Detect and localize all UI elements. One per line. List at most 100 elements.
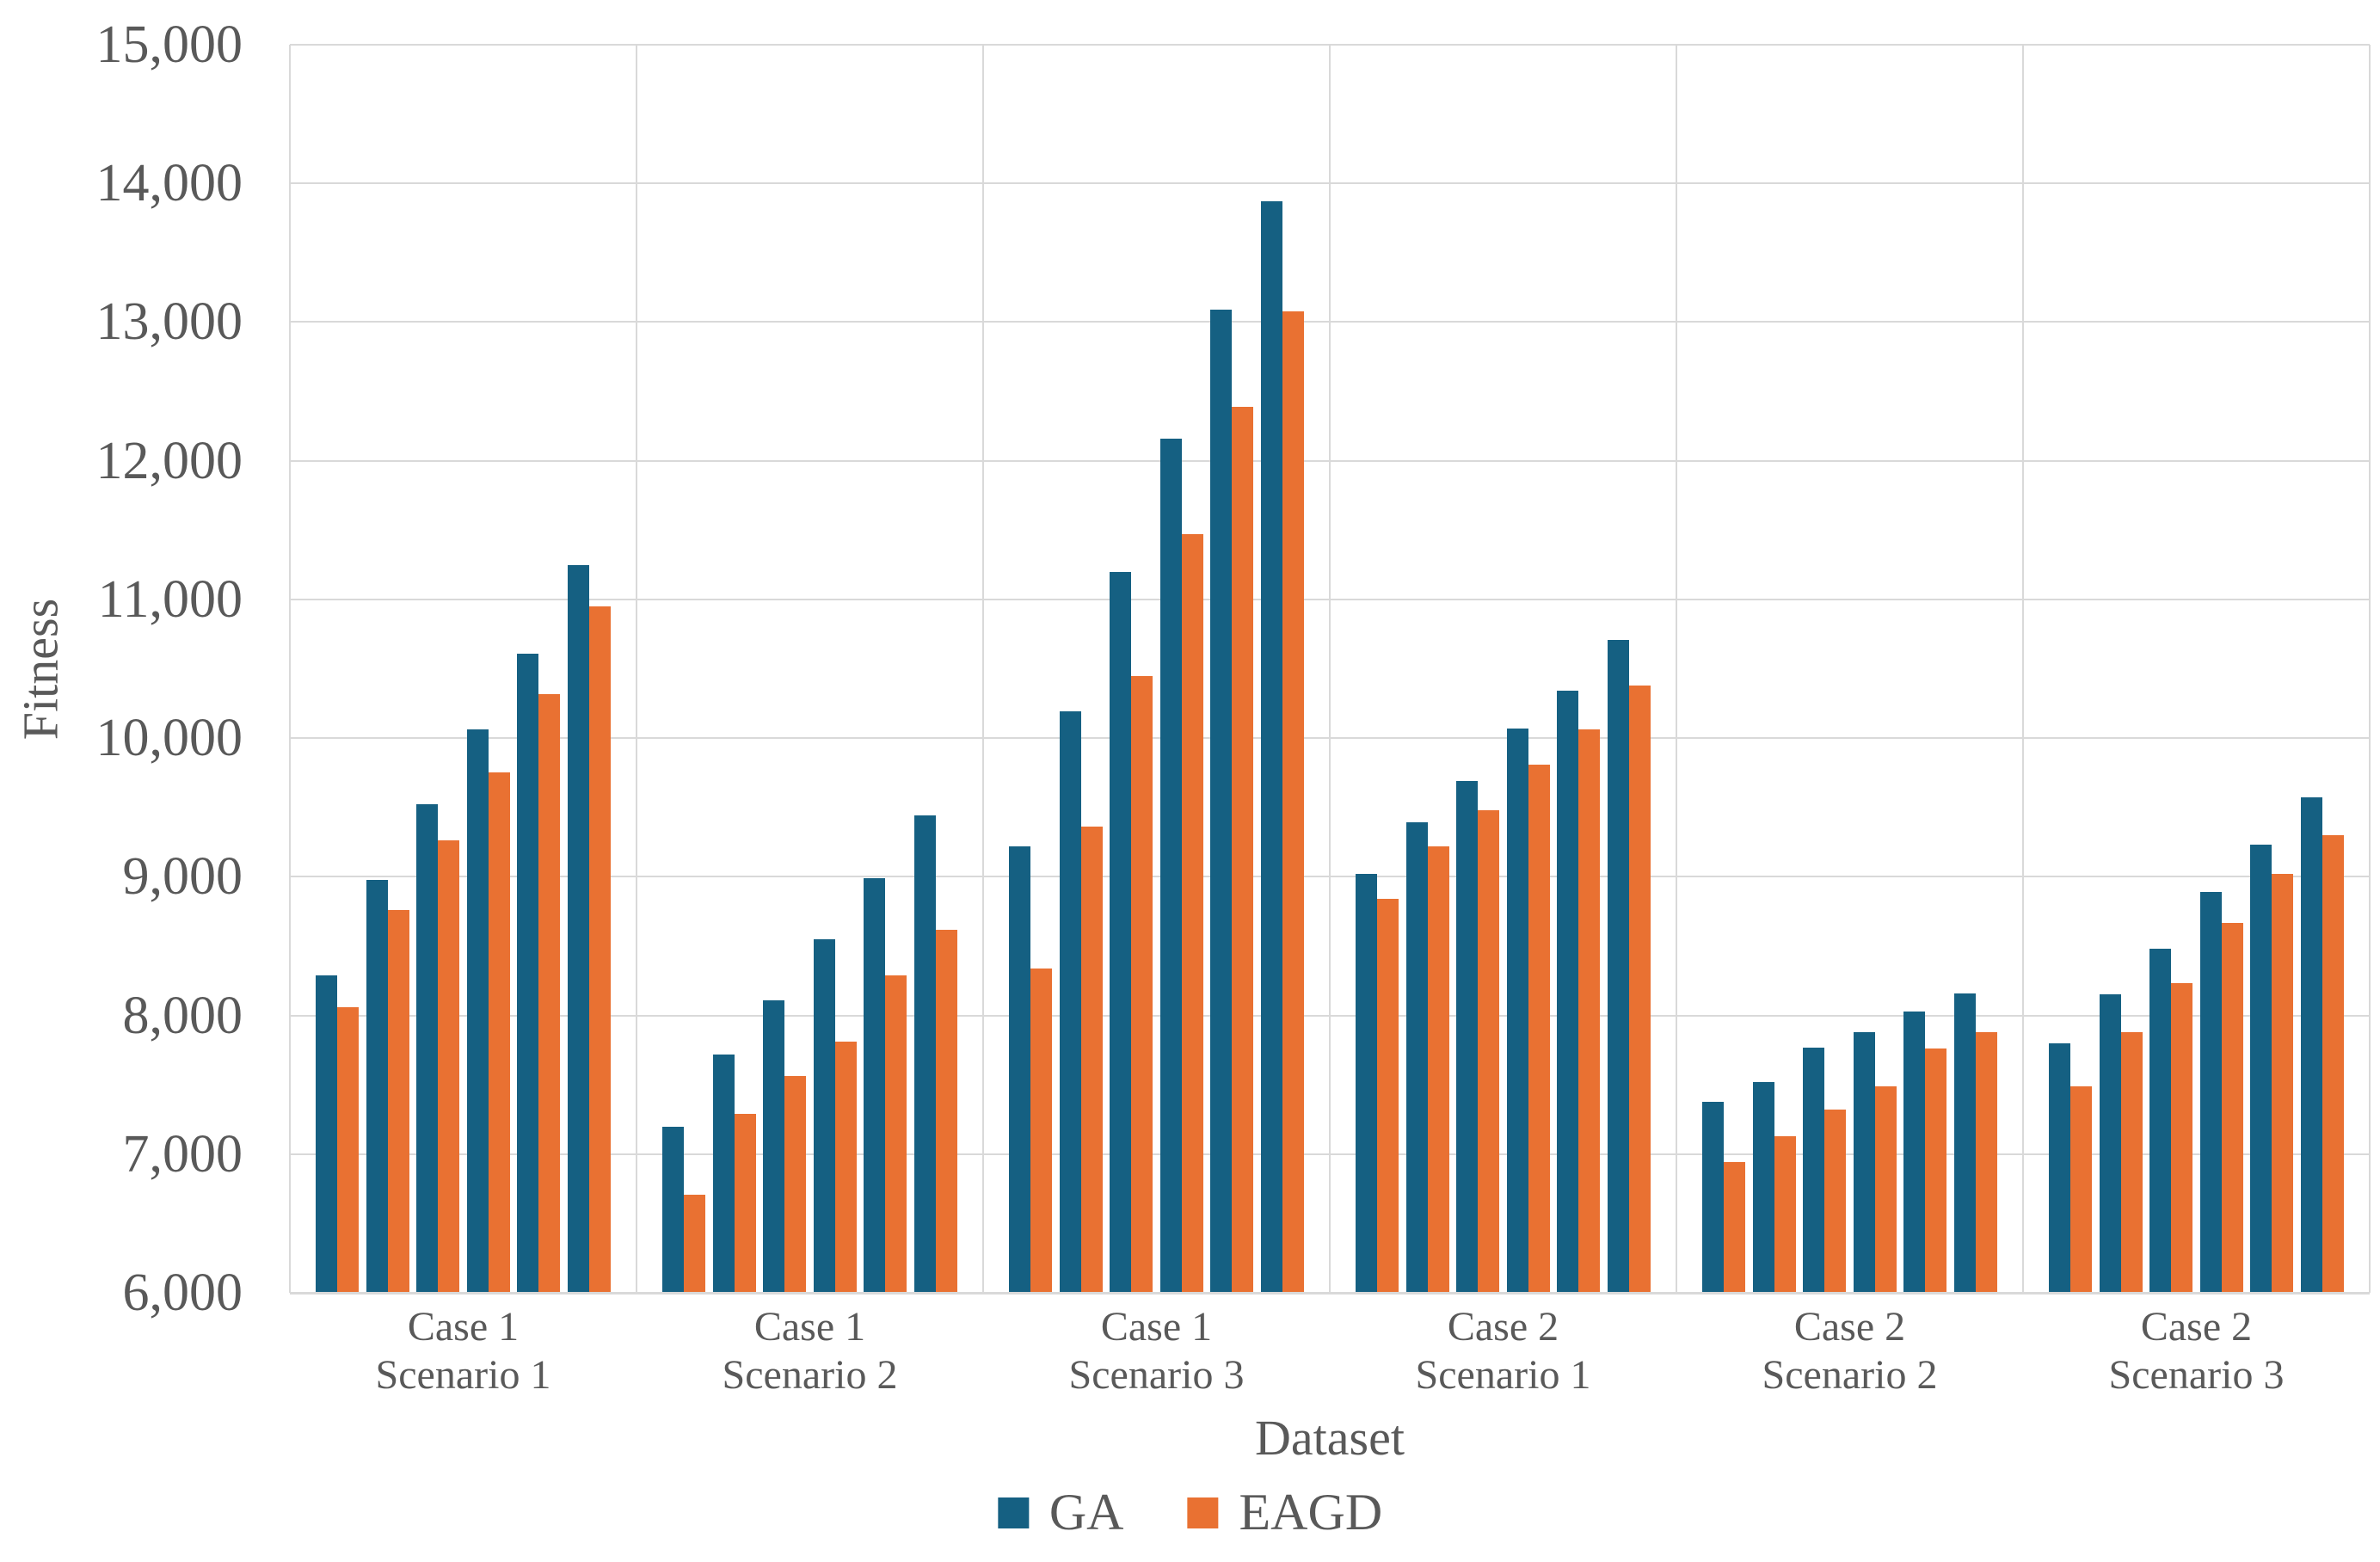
bar-ga (466, 729, 489, 1293)
bar-eagd (2322, 834, 2344, 1293)
bar-eagd (588, 606, 611, 1293)
bar-eagd (1528, 764, 1550, 1293)
legend-item-ga: GA (997, 1483, 1124, 1542)
category-label-case: Case 1 (1100, 1304, 1213, 1350)
category-label-scenario: Scenario 2 (722, 1352, 898, 1398)
bar-ga (662, 1126, 685, 1293)
bar-ga (567, 564, 589, 1293)
category-label-case: Case 2 (1447, 1304, 1559, 1350)
bar-eagd (784, 1076, 807, 1293)
legend-item-eagd: EAGD (1187, 1483, 1383, 1542)
legend-label-ga: GA (1049, 1484, 1124, 1540)
bar-eagd (1724, 1162, 1746, 1293)
bar-ga (1456, 781, 1479, 1293)
category-label: Case 2 Scenario 3 (2023, 1303, 2370, 1399)
category-label-scenario: Scenario 3 (1068, 1352, 1245, 1398)
y-tick-label: 14,000 (95, 154, 243, 213)
bar-eagd (2171, 983, 2193, 1293)
bar-eagd (2120, 1031, 2143, 1293)
bar-ga (2250, 845, 2272, 1293)
category-boundary-gridline (2022, 45, 2024, 1293)
bar-eagd (1181, 534, 1203, 1293)
bar-ga (712, 1054, 735, 1293)
bar-eagd (1427, 846, 1449, 1293)
category-label-scenario: Scenario 1 (375, 1352, 551, 1398)
legend: GA EAGD (997, 1483, 1383, 1542)
y-tick-label: 15,000 (95, 15, 243, 74)
legend-label-eagd: EAGD (1239, 1484, 1383, 1540)
bar-ga (1853, 1031, 1875, 1293)
category-label-case: Case 1 (753, 1304, 866, 1350)
bar-ga (763, 999, 785, 1293)
category-label: Case 1 Scenario 2 (637, 1303, 983, 1399)
bar-ga (1210, 309, 1233, 1293)
category-label-case: Case 2 (2140, 1304, 2253, 1350)
bar-ga (1356, 874, 1378, 1293)
bar-eagd (337, 1006, 360, 1293)
bar-eagd (885, 975, 907, 1293)
category-boundary-gridline (982, 45, 984, 1293)
bar-ga (813, 938, 835, 1293)
bar-eagd (1975, 1031, 1997, 1293)
bar-ga (2099, 994, 2121, 1293)
bar-eagd (1824, 1110, 1847, 1293)
bar-ga (864, 877, 886, 1293)
x-axis-line (290, 1292, 2370, 1294)
bar-eagd (387, 910, 409, 1293)
bar-eagd (1578, 729, 1601, 1293)
bar-ga (1903, 1011, 1926, 1293)
y-tick-label: 9,000 (122, 847, 243, 907)
bar-eagd (488, 772, 510, 1293)
ga-swatch-icon (997, 1497, 1029, 1528)
bar-eagd (1232, 406, 1254, 1293)
bar-ga (2149, 949, 2172, 1293)
bar-ga (913, 815, 936, 1293)
bar-ga (2049, 1042, 2071, 1293)
y-tick-label: 11,000 (97, 569, 243, 629)
bar-eagd (438, 840, 460, 1293)
bar-eagd (2272, 874, 2294, 1293)
category-label: Case 1 Scenario 3 (983, 1303, 1330, 1399)
bar-ga (1752, 1081, 1774, 1293)
bar-eagd (1628, 685, 1651, 1293)
category-label: Case 2 Scenario 1 (1330, 1303, 1676, 1399)
bar-eagd (538, 693, 561, 1293)
bar-ga (1159, 438, 1182, 1293)
bar-eagd (684, 1194, 706, 1293)
y-tick-label: 13,000 (95, 292, 243, 352)
y-tick-label: 8,000 (122, 986, 243, 1045)
bar-ga (1702, 1101, 1725, 1293)
category-label-scenario: Scenario 3 (2108, 1352, 2285, 1398)
category-label: Case 1 Scenario 1 (290, 1303, 637, 1399)
bar-eagd (2070, 1085, 2093, 1293)
bar-eagd (1478, 809, 1500, 1293)
bar-eagd (1131, 675, 1153, 1293)
bar-ga (366, 879, 388, 1293)
category-label-scenario: Scenario 1 (1415, 1352, 1591, 1398)
bar-ga (1557, 691, 1579, 1293)
bar-eagd (1080, 827, 1103, 1293)
bar-ga (1506, 728, 1528, 1293)
bar-eagd (1030, 968, 1053, 1293)
category-boundary-gridline (289, 45, 291, 1293)
category-label: Case 2 Scenario 2 (1676, 1303, 2023, 1399)
bar-ga (1803, 1047, 1825, 1293)
bar-eagd (1874, 1085, 1897, 1293)
category-boundary-gridline (1329, 45, 1331, 1293)
bar-eagd (1774, 1135, 1796, 1293)
category-label-case: Case 2 (1793, 1304, 1906, 1350)
category-boundary-gridline (2369, 45, 2371, 1293)
y-tick-label: 7,000 (122, 1124, 243, 1184)
bar-ga (1953, 993, 1976, 1293)
bar-ga (1607, 639, 1629, 1293)
category-label-case: Case 1 (407, 1304, 520, 1350)
category-boundary-gridline (636, 45, 637, 1293)
bar-ga (2199, 892, 2222, 1293)
y-tick-label: 6,000 (122, 1264, 243, 1322)
bar-eagd (834, 1042, 857, 1293)
y-tick-label: 10,000 (95, 709, 243, 768)
bar-eagd (935, 929, 957, 1293)
bar-ga (517, 653, 539, 1293)
bar-ga (1260, 201, 1282, 1293)
